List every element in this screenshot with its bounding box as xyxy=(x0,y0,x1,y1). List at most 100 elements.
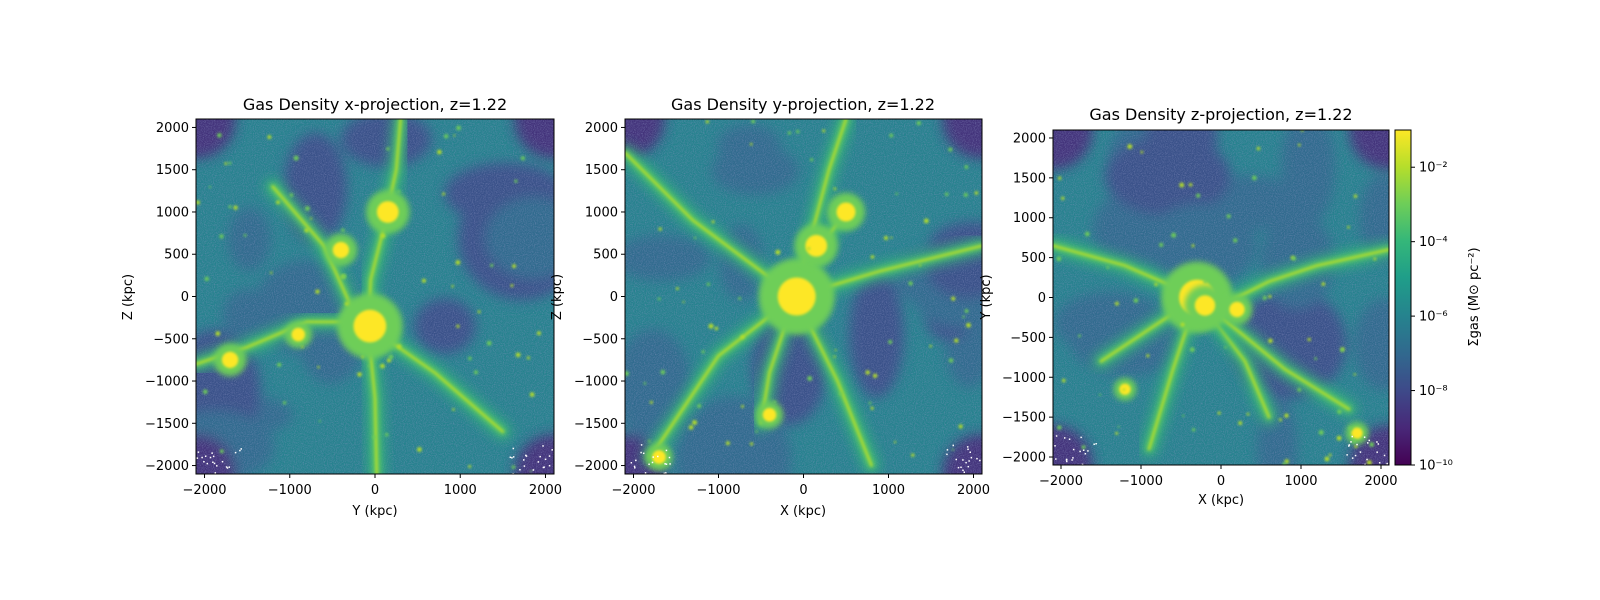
y-tick-label: −1500 xyxy=(145,417,189,432)
small-halo xyxy=(455,260,461,265)
empty-pixel xyxy=(532,469,535,471)
small-halo xyxy=(919,264,922,267)
small-halo xyxy=(208,185,212,189)
empty-pixel xyxy=(1072,448,1075,451)
small-halo xyxy=(215,331,221,336)
empty-pixel xyxy=(966,446,969,448)
panel-x-projection: Gas Density x-projection, z=1.22 −2000 −1… xyxy=(121,95,562,519)
empty-pixel xyxy=(211,452,213,454)
empty-pixel xyxy=(644,472,647,474)
halo-core xyxy=(762,408,777,422)
small-halo xyxy=(963,192,968,197)
empty-pixel xyxy=(221,460,224,463)
y-axis-label: Z (kpc) xyxy=(550,274,565,320)
empty-pixel xyxy=(1366,458,1368,461)
small-halo xyxy=(810,158,814,162)
empty-pixel xyxy=(209,456,212,459)
y-tick-label: −500 xyxy=(1010,331,1046,346)
colorbar-tick-label: 10⁻⁸ xyxy=(1419,384,1448,399)
small-halo xyxy=(219,449,224,454)
halo-core xyxy=(1351,427,1363,439)
x-tick-label: 0 xyxy=(1217,474,1225,489)
small-halo xyxy=(520,156,525,161)
small-halo xyxy=(233,205,238,210)
empty-pixel xyxy=(657,455,659,458)
small-halo xyxy=(714,326,719,331)
small-halo xyxy=(911,453,915,457)
colorbar-ticks: 10⁻¹⁰ 10⁻⁸ 10⁻⁶ 10⁻⁴ 10⁻² xyxy=(1411,161,1453,474)
small-halo xyxy=(1127,144,1133,149)
empty-pixel xyxy=(1055,435,1058,437)
halo-core xyxy=(291,327,306,342)
y-tick-label: −500 xyxy=(582,332,618,347)
halo-core xyxy=(376,201,399,223)
small-halo xyxy=(1061,378,1066,383)
small-halo xyxy=(276,200,280,205)
empty-pixel xyxy=(1066,460,1068,463)
empty-pixel xyxy=(525,454,527,457)
y-tick-label: −1000 xyxy=(1002,371,1046,386)
small-halo xyxy=(725,441,730,446)
small-halo xyxy=(315,289,320,294)
small-halo xyxy=(750,442,754,446)
y-tick-label: 500 xyxy=(1021,251,1046,266)
small-halo xyxy=(1226,214,1231,219)
small-halo xyxy=(468,356,472,361)
small-halo xyxy=(796,129,800,134)
x-tick-label: 1000 xyxy=(872,483,905,498)
small-halo xyxy=(536,331,541,336)
empty-pixel xyxy=(946,453,948,456)
empty-pixel xyxy=(542,466,545,469)
small-halo xyxy=(888,339,893,344)
small-halo xyxy=(944,192,949,196)
small-halo xyxy=(1369,442,1375,447)
small-halo xyxy=(1180,322,1185,327)
small-halo xyxy=(372,435,377,439)
small-halo xyxy=(452,408,455,411)
x-axis-label: X (kpc) xyxy=(1198,493,1244,508)
panel-title: Gas Density y-projection, z=1.22 xyxy=(671,95,935,114)
small-halo xyxy=(526,356,530,360)
axis-ticks: −2000 −1000 0 1000 2000 −2000 −1500 −1000 −500 0 5… xyxy=(1002,131,1398,489)
small-halo xyxy=(477,310,481,314)
small-halo xyxy=(916,120,921,126)
empty-pixel xyxy=(1095,442,1097,445)
small-halo xyxy=(964,165,969,169)
axis-ticks: −2000 −1000 0 1000 2000 −2000 −1500 −1000 −500 0 5… xyxy=(574,121,990,498)
small-halo xyxy=(341,228,345,232)
empty-pixel xyxy=(970,456,973,459)
small-halo xyxy=(1233,238,1238,243)
small-halo xyxy=(1366,460,1372,465)
small-halo xyxy=(1268,338,1273,344)
small-halo xyxy=(512,264,516,269)
small-halo xyxy=(451,284,454,288)
filament-core xyxy=(366,119,402,474)
small-halo xyxy=(807,246,811,251)
small-halo xyxy=(267,135,272,139)
small-halo xyxy=(1238,421,1243,425)
empty-pixel xyxy=(1071,459,1073,461)
small-halo xyxy=(962,315,965,319)
empty-pixel xyxy=(1348,444,1351,446)
small-halo xyxy=(1328,453,1332,457)
small-halo xyxy=(421,278,426,283)
small-halo xyxy=(468,465,472,469)
empty-pixel xyxy=(955,458,957,461)
empty-pixel xyxy=(1378,462,1381,464)
empty-pixel xyxy=(952,444,954,447)
small-halo xyxy=(474,370,478,375)
empty-pixel xyxy=(1068,438,1071,440)
halo-core xyxy=(652,450,666,464)
density-map xyxy=(624,118,983,475)
empty-pixel xyxy=(1054,445,1056,447)
empty-pixel xyxy=(642,452,645,455)
small-halo xyxy=(658,227,662,231)
empty-pixel xyxy=(1080,436,1082,439)
small-halo xyxy=(822,129,826,133)
empty-pixel xyxy=(548,464,551,467)
small-halo xyxy=(1353,194,1358,198)
empty-pixel xyxy=(669,463,671,465)
small-halo xyxy=(1203,280,1207,284)
empty-pixel xyxy=(1367,442,1369,444)
empty-pixel xyxy=(1346,454,1348,456)
